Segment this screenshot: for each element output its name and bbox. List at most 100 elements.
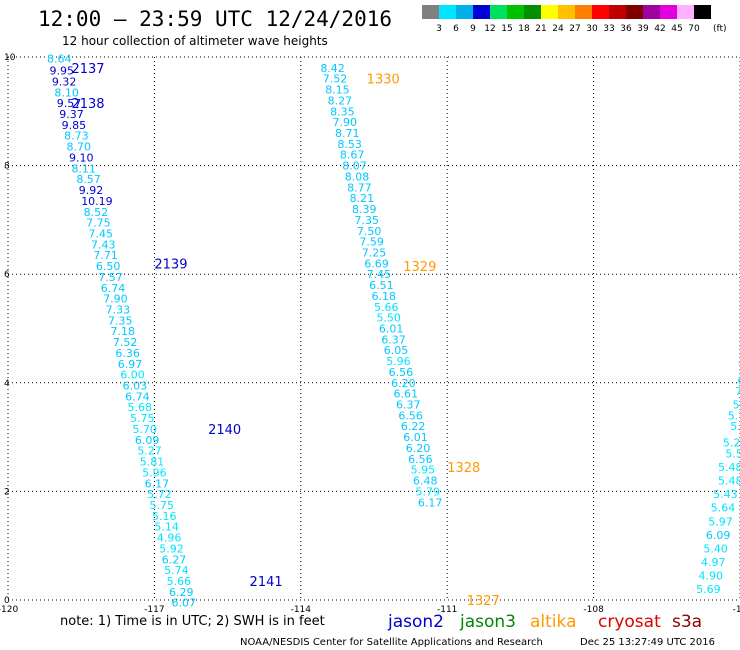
data-point-label: 4.96	[157, 532, 182, 545]
color-scale-label: 33	[603, 24, 614, 34]
data-point-label: 5.48	[718, 461, 740, 474]
data-point-label: 6.09	[135, 434, 160, 447]
pass-number-label: 2141	[250, 575, 283, 590]
data-point-label: 8.10	[54, 86, 79, 99]
data-point-label: 5.14	[154, 521, 179, 534]
data-point-label: 5.96	[142, 466, 167, 479]
data-point-label: 5.40	[703, 542, 728, 555]
color-scale-label: 21	[535, 24, 546, 34]
satellite-legend-altika: altika	[530, 612, 577, 632]
color-scale-label: 6	[453, 24, 459, 34]
color-scale-swatch	[524, 5, 541, 19]
color-scale-swatch	[592, 5, 609, 19]
data-point-label: 5.79	[415, 485, 440, 498]
pass-number-label: 1327	[467, 594, 500, 609]
data-point-label: 5.43	[713, 488, 738, 501]
data-point-label: 5.64	[711, 502, 736, 515]
data-point-label: 6	[738, 374, 740, 387]
pass-number-label: 1329	[403, 260, 436, 275]
pass-labels: 2137213821392140214113301329132813271	[71, 62, 740, 609]
color-scale-swatch	[643, 5, 660, 19]
color-scale-swatch	[609, 5, 626, 19]
data-point-label: 7.52	[323, 73, 348, 86]
data-point-label: 5.27	[137, 445, 162, 458]
data-point-label: 5.16	[152, 510, 177, 523]
data-point-label: 5.70	[132, 423, 157, 436]
color-scale-swatch	[507, 5, 524, 19]
color-scale-label: 70	[688, 24, 700, 34]
pass-number-label: 2139	[154, 257, 187, 272]
data-point-label: 8.11	[71, 162, 96, 175]
data-point-label: 7.45	[89, 227, 114, 240]
footer-timestamp: Dec 25 13:27:49 UTC 2016	[580, 637, 715, 648]
data-point-label: 6.17	[418, 496, 443, 509]
y-tick-label: 10	[4, 53, 16, 63]
satellite-legend: jason2 jason3 altika cryosat s3a	[387, 612, 702, 632]
data-point-label: 9.37	[59, 108, 84, 121]
satellite-legend-jason3: jason3	[459, 612, 516, 632]
data-point-label: 10.19	[81, 195, 113, 208]
data-point-label: 6.20	[406, 442, 431, 455]
data-point-label: 8.64	[47, 53, 72, 66]
y-tick-label: 6	[4, 270, 10, 280]
data-point-label: 8.42	[320, 62, 345, 75]
data-point-label: 6.56	[408, 453, 433, 466]
data-point-label: 5.95	[411, 464, 436, 477]
data-point-label: 8.77	[347, 181, 372, 194]
data-point-label: 5.97	[708, 515, 733, 528]
data-point-label: 7.18	[110, 325, 135, 338]
data-point-label: 8.15	[325, 84, 350, 97]
chart-title: 12:00 – 23:59 UTC 12/24/2016	[38, 7, 392, 31]
data-point-label: 5.81	[140, 456, 165, 469]
y-tick-label: 2	[4, 487, 10, 497]
data-point-label: 6.03	[123, 380, 147, 393]
y-tick-label: 8	[4, 162, 10, 172]
data-point-label: 5.7	[728, 409, 740, 422]
data-point-label: 5.	[733, 399, 740, 412]
data-point-label: 6.17	[145, 477, 170, 490]
satellite-legend-s3a: s3a	[672, 612, 702, 632]
data-point-label: 5.48	[718, 475, 740, 488]
data-point-label: 6.37	[396, 399, 421, 412]
x-tick-label: -111	[437, 605, 457, 615]
data-point-label: 6.29	[169, 586, 194, 599]
data-point-label: 6.27	[162, 553, 187, 566]
data-point-label: 5.75	[130, 412, 155, 425]
data-point-label: 6.00	[120, 369, 144, 382]
data-point-label: 6.18	[372, 290, 397, 303]
data-point-label: 8.08	[345, 170, 370, 183]
data-point-label: 5.92	[159, 542, 184, 555]
data-point-label: 6.01	[379, 323, 404, 336]
data-point-label: 5.2	[730, 420, 740, 433]
color-scale-label: 42	[654, 24, 665, 34]
grid-lines	[7, 56, 740, 601]
color-scale-swatch	[541, 5, 558, 19]
color-scale-label: 36	[620, 24, 632, 34]
color-scale-swatch	[575, 5, 592, 19]
data-point-label: 6.37	[381, 333, 406, 346]
satellite-legend-cryosat: cryosat	[598, 612, 661, 632]
data-point-label: 6.07	[171, 597, 196, 610]
data-point-label: 6.74	[101, 282, 126, 295]
data-point-label: 6.22	[401, 420, 426, 433]
data-point-label: 5.5	[725, 447, 740, 460]
data-point-label: 7.45	[367, 268, 392, 281]
data-point-label: 8.57	[76, 173, 101, 186]
data-point-label: 8.27	[328, 94, 353, 107]
color-scale-swatch	[490, 5, 507, 19]
color-scale-swatch	[473, 5, 490, 19]
data-point-label: 7.57	[98, 271, 123, 284]
data-point-label: 4.97	[701, 556, 726, 569]
data-point-label: 8.07	[342, 160, 367, 173]
data-point-label: 6.51	[369, 279, 394, 292]
data-point-label: 7.59	[359, 236, 384, 249]
data-point-label: 5.68	[128, 401, 153, 414]
data-point-label: 4.90	[699, 570, 724, 583]
data-point-label: 7.	[735, 385, 740, 398]
color-scale-swatch	[558, 5, 575, 19]
data-point-label: 6.56	[398, 409, 423, 422]
data-point-label: 8.70	[67, 141, 92, 154]
x-tick-label: -10	[733, 605, 740, 615]
pass-number-label: 2138	[71, 97, 104, 112]
